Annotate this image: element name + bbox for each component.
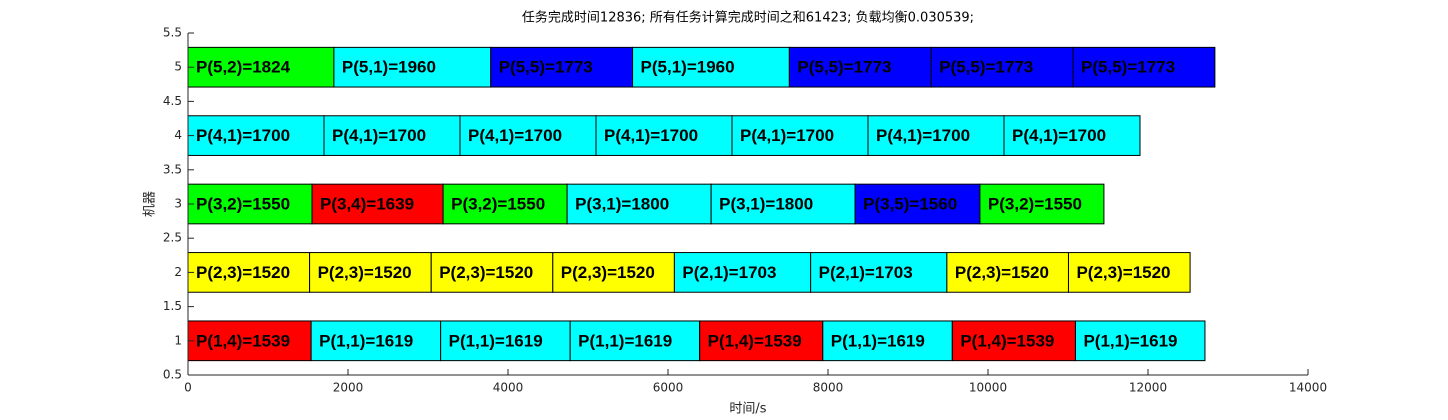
x-tick-label: 2000 — [333, 381, 364, 395]
task-bar — [822, 320, 953, 362]
task-bar — [1074, 320, 1206, 362]
x-tick-label: 0 — [184, 381, 192, 395]
task-label: P(2,3)=1520 — [1076, 263, 1170, 282]
y-tick-label: 2 — [174, 265, 182, 279]
task-label: P(2,3)=1520 — [318, 263, 412, 282]
task-label: P(2,3)=1520 — [196, 263, 290, 282]
task-bar — [854, 183, 981, 225]
y-tick-label: 3 — [174, 197, 182, 211]
task-label: P(4,1)=1700 — [468, 126, 562, 145]
task-label: P(4,1)=1700 — [740, 126, 834, 145]
task-bar — [810, 252, 948, 293]
task-label: P(5,1)=1960 — [641, 58, 735, 77]
task-label: P(5,5)=1773 — [797, 58, 891, 77]
task-label: P(1,1)=1619 — [578, 331, 672, 350]
task-label: P(4,1)=1700 — [196, 126, 290, 145]
y-tick-label: 1 — [174, 333, 182, 347]
task-bar — [552, 252, 675, 293]
task-label: P(1,1)=1619 — [1083, 331, 1177, 350]
task-label: P(5,5)=1773 — [499, 58, 593, 77]
task-bar — [442, 183, 568, 225]
chart-title: 任务完成时间12836; 所有任务计算完成时间之和61423; 负载均衡0.03… — [522, 10, 974, 26]
y-tick-label: 2.5 — [163, 231, 182, 245]
task-label: P(1,4)=1539 — [196, 331, 290, 350]
task-label: P(1,4)=1539 — [708, 331, 802, 350]
task-label: P(1,1)=1619 — [319, 331, 413, 350]
task-bar — [309, 252, 432, 293]
task-label: P(4,1)=1700 — [332, 126, 426, 145]
y-tick-label: 3.5 — [163, 162, 182, 176]
x-axis-label: 时间/s — [729, 402, 766, 417]
task-bar — [311, 183, 444, 225]
y-tick-label: 0.5 — [163, 368, 182, 382]
task-bar — [187, 320, 312, 362]
task-label: P(5,1)=1960 — [342, 58, 436, 77]
task-bar — [595, 115, 733, 156]
task-bar — [731, 115, 869, 156]
y-axis-label: 机器 — [143, 191, 158, 217]
task-label: P(2,1)=1703 — [682, 263, 776, 282]
task-bar — [1072, 46, 1216, 88]
task-bar — [310, 320, 442, 362]
task-label: P(3,5)=1560 — [863, 194, 957, 213]
y-tick-label: 4 — [174, 128, 182, 142]
task-label: P(5,5)=1773 — [1081, 58, 1175, 77]
task-bar — [710, 183, 856, 225]
task-label: P(5,5)=1773 — [939, 58, 1033, 77]
task-bar — [323, 115, 461, 156]
task-bar — [440, 320, 571, 362]
task-label: P(4,1)=1700 — [604, 126, 698, 145]
y-tick-label: 4.5 — [163, 94, 182, 108]
task-bar — [673, 252, 812, 293]
task-bar — [930, 46, 1074, 88]
task-label: P(1,1)=1619 — [449, 331, 543, 350]
task-bar — [699, 320, 824, 362]
task-label: P(1,4)=1539 — [960, 331, 1054, 350]
x-tick-label: 12000 — [1129, 381, 1167, 395]
task-bar — [979, 183, 1105, 225]
task-label: P(3,2)=1550 — [988, 194, 1082, 213]
task-bar — [951, 320, 1076, 362]
x-tick-label: 6000 — [653, 381, 684, 395]
y-tick-label: 1.5 — [163, 299, 182, 313]
task-label: P(5,2)=1824 — [196, 58, 291, 77]
task-bar — [1003, 115, 1141, 156]
task-bar — [1067, 252, 1191, 293]
x-tick-label: 8000 — [813, 381, 844, 395]
task-bar — [632, 46, 790, 88]
y-tick-label: 5.5 — [163, 26, 182, 40]
task-label: P(4,1)=1700 — [1012, 126, 1106, 145]
task-label: P(1,1)=1619 — [831, 331, 925, 350]
task-label: P(3,2)=1550 — [451, 194, 545, 213]
task-bar — [867, 115, 1005, 156]
task-label: P(2,3)=1520 — [439, 263, 533, 282]
y-tick-label: 5 — [174, 60, 182, 74]
task-bar — [187, 46, 335, 88]
task-label: P(3,4)=1639 — [320, 194, 414, 213]
task-label: P(2,1)=1703 — [819, 263, 913, 282]
x-tick-label: 10000 — [969, 381, 1007, 395]
task-label: P(3,2)=1550 — [196, 194, 290, 213]
x-tick-label: 4000 — [493, 381, 524, 395]
task-label: P(4,1)=1700 — [876, 126, 970, 145]
task-bar — [788, 46, 932, 88]
task-label: P(2,3)=1520 — [955, 263, 1049, 282]
task-label: P(2,3)=1520 — [561, 263, 655, 282]
task-label: P(3,1)=1800 — [719, 194, 813, 213]
x-tick-label: 14000 — [1289, 381, 1327, 395]
task-label: P(3,1)=1800 — [575, 194, 669, 213]
task-bar — [566, 183, 712, 225]
